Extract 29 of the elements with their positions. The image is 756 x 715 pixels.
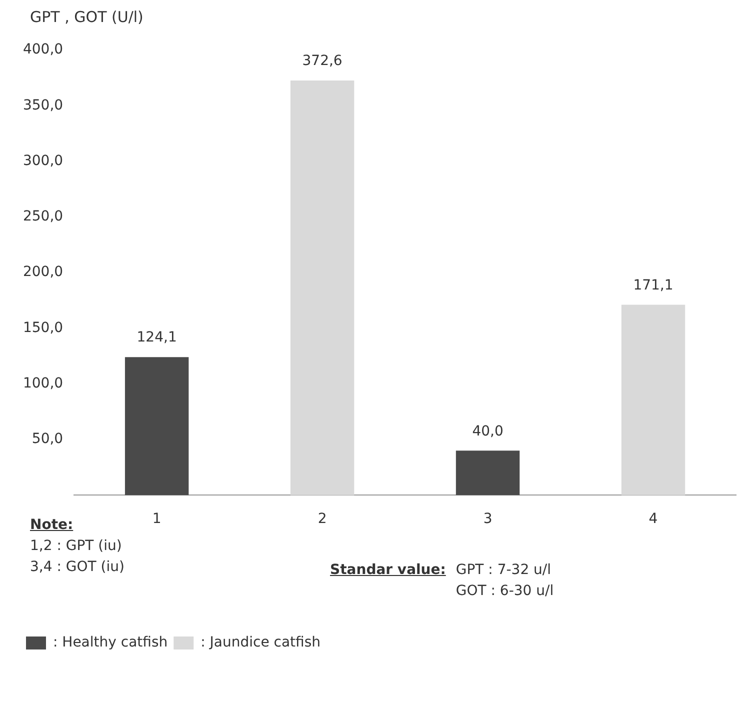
bar — [621, 304, 686, 496]
x-tick-label: 3 — [483, 511, 492, 528]
bar — [290, 80, 354, 496]
text: GPT : 7-32 u/l — [456, 561, 552, 580]
y-tick-label: 300,0 — [22, 152, 64, 169]
y-tick-label: 400,0 — [22, 42, 64, 58]
y-axis-title: GPT , GOT (U/l) — [30, 8, 144, 26]
y-tick-label: 100,0 — [22, 376, 64, 392]
y-tick-label: 150,0 — [22, 320, 64, 336]
bar — [456, 450, 520, 496]
data-label: 40,0 — [472, 423, 504, 440]
text: Note: — [30, 516, 74, 535]
x-tick-label: 2 — [318, 511, 327, 528]
text: 1,2 : GPT (iu) — [30, 537, 123, 556]
text: GOT : 6-30 u/l — [456, 582, 554, 601]
bar — [124, 357, 189, 496]
x-tick-label: 1 — [152, 511, 162, 528]
text: 3,4 : GOT (iu) — [30, 558, 124, 577]
y-tick-label: 200,0 — [22, 264, 64, 280]
x-tick-label: 4 — [648, 511, 658, 528]
legend-label: : Healthy catfish — [53, 634, 168, 651]
data-label: 124,1 — [136, 330, 177, 346]
data-label: 372,6 — [302, 53, 342, 70]
data-label: 171,1 — [633, 277, 674, 294]
y-tick-label: 350,0 — [22, 97, 64, 114]
y-tick-label: 250,0 — [22, 208, 64, 225]
legend-label: : Jaundice catfish — [200, 634, 321, 651]
text: Standar value: — [330, 561, 446, 580]
y-tick-label: 50,0 — [32, 431, 64, 448]
